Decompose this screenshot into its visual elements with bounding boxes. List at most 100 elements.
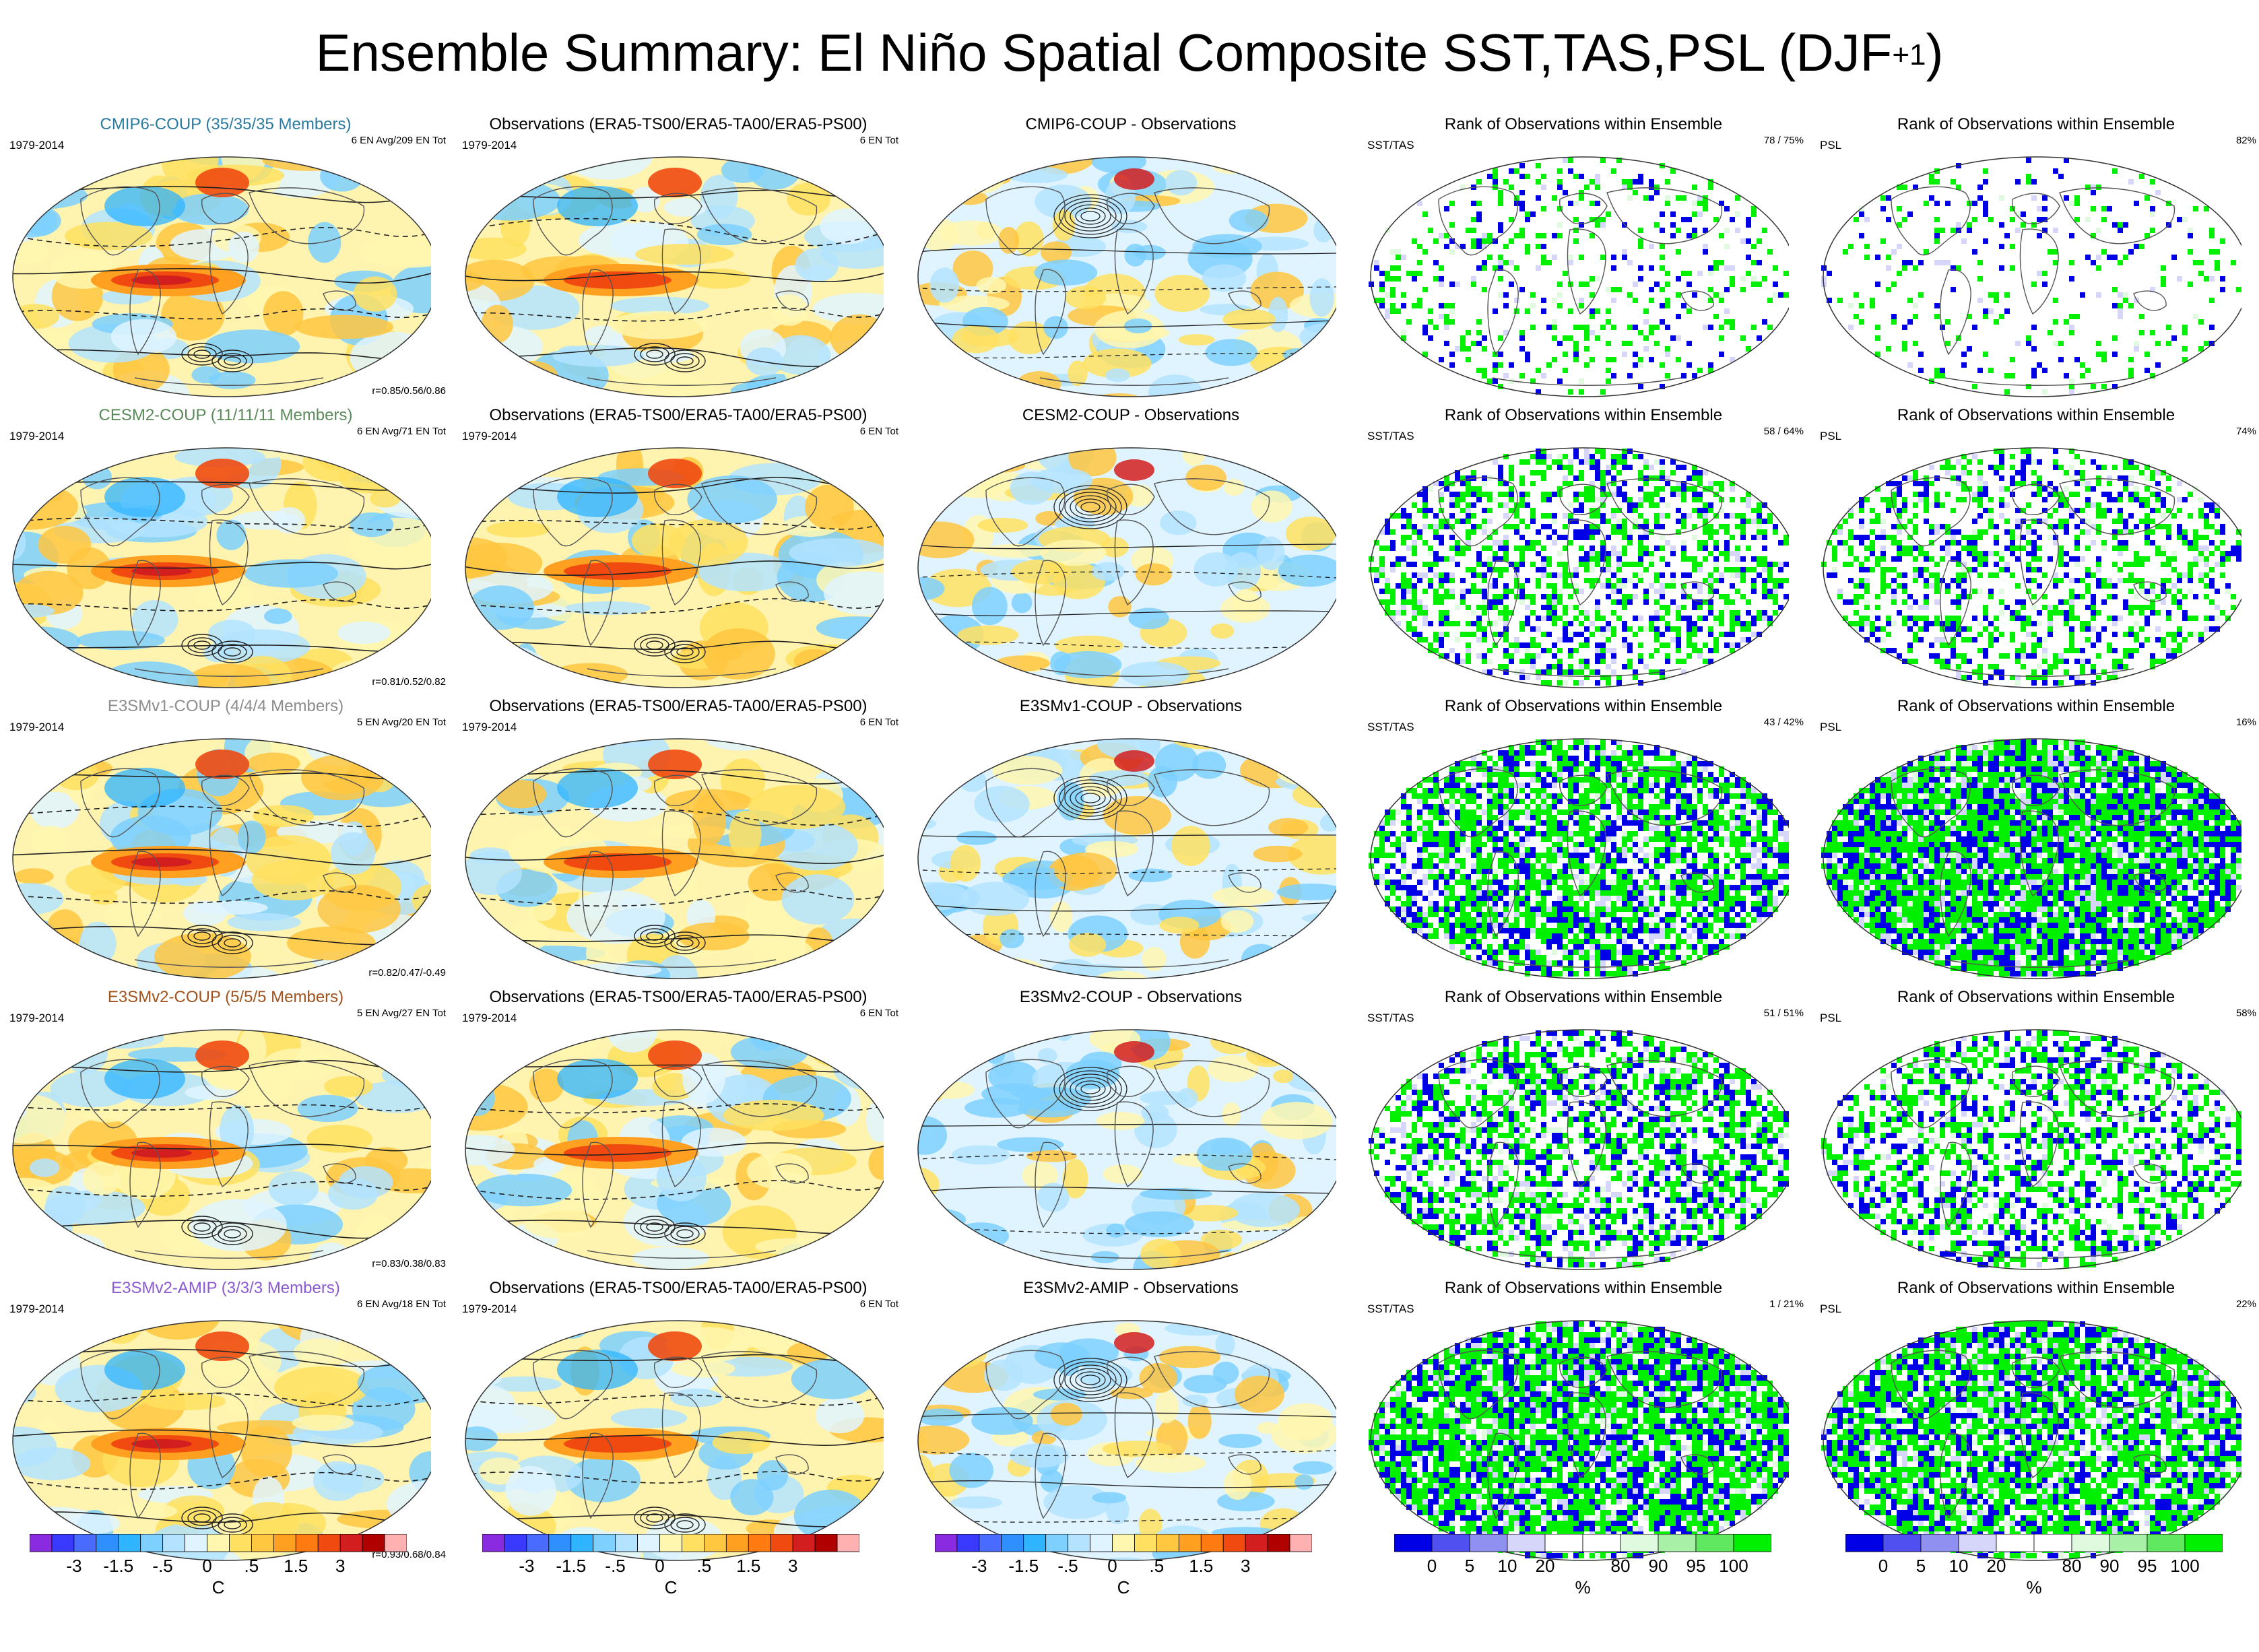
colorbar-swatch [273,1534,296,1552]
colorbar-tick-label: 95 [1686,1556,1706,1576]
colorbar-tick-labels: -3 -1.5 -.5 0 .5 1.5 3 [482,1556,859,1576]
colorbar-swatch [659,1534,682,1552]
period-label: 1979-2014 [462,430,517,442]
colorbar-unit: % [1575,1577,1591,1597]
variable-label: PSL [1820,139,1842,152]
colorbar-swatch [2109,1534,2148,1552]
panel-title: Observations (ERA5-TS00/ERA5-TA00/ERA5-P… [489,697,867,715]
period-label: 1979-2014 [9,430,65,442]
world-map-diff [917,156,1336,397]
colorbar-swatch [1507,1534,1546,1552]
colorbar-tick-labels: -3 -1.5 -.5 0 .5 1.5 3 [30,1556,407,1576]
colorbar-swatch [2184,1534,2223,1552]
colorbar-tick-labels: -3 -1.5 -.5 0 .5 1.5 3 [935,1556,1312,1576]
panel-rank1-row-5: Rank of Observations within Ensemble SST/… [1358,1278,1809,1569]
event-count-label: 5 EN Avg/27 EN Tot [356,1007,446,1019]
colorbar-swatch [207,1534,230,1552]
world-map-model [12,156,431,397]
panel-model-row-2: CESM2-COUP (11/11/11 Members) 1979-2014 6 … [0,405,451,696]
colorbar-tick-label: 5 [1916,1556,1926,1576]
rank-percent-label: 58 / 64% [1763,426,1804,437]
colorbar-unit: C [664,1577,678,1597]
rank-colorbar-1: 0 5 10 20 80 90 95 100% [1394,1534,1771,1615]
colorbar-tick-labels: 0 5 10 20 80 90 95 100 [1845,1556,2223,1576]
panel-title: Rank of Observations within Ensemble [1897,988,2175,1006]
world-map-rank2 [1821,738,2241,979]
world-map-obs [465,447,884,688]
colorbar-swatch [1431,1534,1470,1552]
colorbar-tick-label: 0 [1427,1556,1437,1576]
colorbar-tick-label: 80 [2062,1556,2082,1576]
colorbar-tick-label: -1.5 [103,1556,134,1576]
colorbar-swatch [118,1534,141,1552]
panel-title: E3SMv2-AMIP - Observations [1023,1279,1239,1297]
colorbar-swatch [482,1534,505,1552]
colorbar-tick-label: 3 [787,1556,798,1576]
panel-rank2-row-1: Rank of Observations within Ensemble PSL 8… [1810,114,2259,405]
colorbar-tick-label: 20 [1986,1556,2006,1576]
colorbar-swatch [615,1534,638,1552]
colorbar-swatch [1001,1534,1024,1552]
panel-title: CESM2-COUP - Observations [1022,406,1240,424]
variable-label: SST/TAS [1367,430,1414,442]
colorbar-tick-label: .5 [1149,1556,1165,1576]
panel-model-row-4: E3SMv2-COUP (5/5/5 Members) 1979-2014 5 EN… [0,987,451,1278]
colorbar-unit: C [211,1577,225,1597]
colorbar-swatch [362,1534,385,1552]
temperature-colorbar-3: -3 -1.5 -.5 0 .5 1.5 3 C [935,1534,1312,1615]
panel-title: CMIP6-COUP - Observations [1025,115,1237,133]
colorbar-swatch [935,1534,958,1552]
event-count-label: 6 EN Tot [859,135,898,146]
colorbar-swatch [1068,1534,1090,1552]
colorbar-tick-label: -3 [66,1556,82,1576]
panel-diff-row-1: CMIP6-COUP - Observations [905,114,1356,405]
world-map-rank1 [1369,1320,1789,1561]
panel-title: Rank of Observations within Ensemble [1444,988,1723,1006]
colorbar-swatch [229,1534,252,1552]
pattern-correlation-label: r=0.85/0.56/0.86 [372,385,446,397]
colorbar-swatch [1045,1534,1069,1552]
variable-label: SST/TAS [1367,1302,1414,1315]
event-count-label: 6 EN Tot [859,426,898,437]
rank-percent-label: 43 / 42% [1763,717,1804,728]
variable-label: SST/TAS [1367,1012,1414,1024]
colorbar-swatch [73,1534,97,1552]
colorbar-tick-label: -.5 [605,1556,626,1576]
panel-title: Rank of Observations within Ensemble [1897,406,2175,424]
world-map-rank1 [1369,156,1789,397]
panel-title: Rank of Observations within Ensemble [1444,115,1723,133]
panel-obs-row-5: Observations (ERA5-TS00/ERA5-TA00/ERA5-P… [453,1278,904,1569]
colorbar-tick-label: 100 [1719,1556,1748,1576]
temperature-colorbar-2: -3 -1.5 -.5 0 .5 1.5 3 C [482,1534,859,1615]
colorbar-swatch [1200,1534,1224,1552]
panel-title: Observations (ERA5-TS00/ERA5-TA00/ERA5-P… [489,988,867,1006]
colorbar-swatch [1178,1534,1202,1552]
colorbar-tick-label: -1.5 [1008,1556,1039,1576]
period-label: 1979-2014 [9,139,65,152]
colorbar-swatch [637,1534,660,1552]
colorbar-swatch [1996,1534,2035,1552]
panel-diff-row-5: E3SMv2-AMIP - Observations [905,1278,1356,1569]
panel-obs-row-1: Observations (ERA5-TS00/ERA5-TA00/ERA5-P… [453,114,904,405]
colorbar-swatch [1267,1534,1290,1552]
world-map-model [12,738,431,979]
panel-title: E3SMv2-COUP (5/5/5 Members) [107,988,344,1006]
colorbar-swatch [1134,1534,1157,1552]
colorbar-tick-label: 10 [1497,1556,1517,1576]
rank-percent-label: 82% [2235,135,2256,146]
panel-title: Observations (ERA5-TS00/ERA5-TA00/ERA5-P… [489,406,867,424]
figure-title-superscript: +1 [1892,38,1926,71]
period-label: 1979-2014 [9,1012,65,1024]
period-label: 1979-2014 [462,1012,517,1024]
variable-label: SST/TAS [1367,721,1414,733]
colorbar-swatch [96,1534,119,1552]
colorbar-tick-label: 3 [1240,1556,1251,1576]
panel-rank1-row-2: Rank of Observations within Ensemble SST/… [1358,405,1809,696]
panel-obs-row-2: Observations (ERA5-TS00/ERA5-TA00/ERA5-P… [453,405,904,696]
world-map-diff [917,1029,1336,1270]
colorbar-swatch [837,1534,859,1552]
panel-model-row-5: E3SMv2-AMIP (3/3/3 Members) 1979-2014 6 EN… [0,1278,451,1569]
variable-label: SST/TAS [1367,139,1414,152]
panel-rank1-row-1: Rank of Observations within Ensemble SST/… [1358,114,1809,405]
colorbar-tick-label: 0 [202,1556,212,1576]
